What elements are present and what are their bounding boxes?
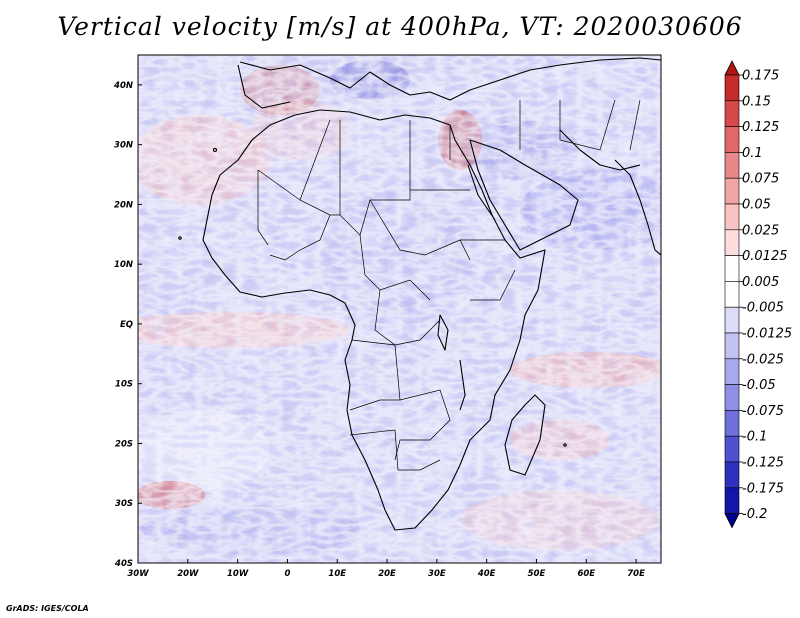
- colorbar-label: -0.1: [742, 430, 767, 445]
- lon-label-60e: 60E: [577, 569, 595, 579]
- colorbar-label: 0.175: [742, 69, 779, 84]
- colorbar-label: -0.005: [742, 301, 784, 316]
- coastlines: [178, 57, 661, 531]
- arabia-coastline: [469, 139, 579, 251]
- lon-label-20e: 20E: [378, 569, 396, 579]
- lon-label-20w: 20W: [177, 569, 199, 579]
- lat-label-40s: 40S: [114, 559, 133, 569]
- europe-coastline: [239, 57, 661, 101]
- colorbar-label: 0.15: [742, 94, 771, 109]
- madagascar-coastline: [504, 394, 546, 476]
- colorbar-label: -0.05: [742, 378, 776, 393]
- country-borders: [257, 99, 641, 471]
- colorbar-swatch: [724, 384, 740, 411]
- lon-label-30w: 30W: [127, 569, 149, 579]
- colorbar-swatch: [724, 177, 740, 205]
- colorbar-swatch: [724, 487, 740, 514]
- colorbar-label: 0.025: [742, 223, 779, 238]
- colorbar-swatch: [724, 435, 740, 463]
- colorbar-swatch: [724, 306, 740, 334]
- colorbar-swatch: [724, 281, 740, 308]
- lat-label-20s: 20S: [115, 439, 133, 449]
- lon-label-30e: 30E: [428, 569, 446, 579]
- colorbar-swatch: [724, 74, 740, 102]
- colorbar-label: 0.0125: [742, 249, 788, 264]
- colorbar-label: 0.1: [742, 146, 763, 161]
- grads-credit: GrADS: IGES/COLA: [6, 604, 89, 613]
- map-title: Vertical velocity [m/s] at 400hPa, VT: 2…: [57, 12, 743, 41]
- lat-label-20n: 20N: [114, 200, 133, 210]
- colorbar-swatch: [724, 100, 740, 127]
- plot-frame: [137, 54, 662, 564]
- colorbar-label: -0.2: [742, 507, 767, 522]
- lon-label-50e: 50E: [528, 569, 546, 579]
- longitude-axis: 30W 20W 10W 0 10E 20E 30E 40E 50E 60E 70E: [127, 559, 645, 579]
- colorbar-label: 0.005: [742, 275, 779, 290]
- colorbar-top-arrow: [724, 60, 740, 76]
- colorbar-swatch: [724, 332, 740, 360]
- colorbar-label: -0.175: [742, 481, 784, 496]
- colorbar-label: -0.075: [742, 404, 784, 419]
- lat-label-40n: 40N: [113, 81, 133, 91]
- latitude-axis: 40N 30N 20N 10N EQ 10S 20S 30S 40S: [113, 81, 142, 569]
- colorbar-label: 0.075: [742, 172, 779, 187]
- lat-label-30n: 30N: [114, 141, 133, 151]
- lon-label-40e: 40E: [477, 569, 496, 579]
- colorbar-swatch: [724, 461, 740, 489]
- india-coastline: [614, 159, 661, 256]
- lon-label-10w: 10W: [227, 569, 249, 579]
- colorbar-swatch: [724, 410, 740, 437]
- colorbar-bottom-arrow: [724, 513, 740, 529]
- colorbar-label: 0.125: [742, 120, 779, 135]
- colorbar-swatch: [724, 126, 740, 153]
- colorbar-label: -0.125: [742, 456, 784, 471]
- lon-label-0: 0: [284, 569, 290, 579]
- colorbar: 0.175 0.15 0.125 0.1 0.075 0.05 0.025 0.0125 0.0…: [724, 60, 792, 529]
- lat-label-eq: EQ: [120, 320, 133, 330]
- lat-label-10s: 10S: [115, 380, 133, 390]
- colorbar-swatch: [724, 203, 740, 231]
- colorbar-label: 0.05: [742, 198, 771, 213]
- lat-label-10n: 10N: [114, 260, 133, 270]
- vertical-velocity-field: [138, 55, 661, 563]
- lat-label-30s: 30S: [115, 499, 133, 509]
- lon-label-70e: 70E: [627, 569, 645, 579]
- colorbar-swatch: [724, 255, 740, 282]
- colorbar-label: -0.025: [742, 352, 784, 367]
- colorbar-swatch: [724, 358, 740, 385]
- lon-label-10e: 10E: [328, 569, 346, 579]
- colorbar-swatch: [724, 152, 740, 179]
- colorbar-swatch: [724, 229, 740, 256]
- colorbar-label: -0.0125: [742, 327, 792, 342]
- africa-coastline: [202, 109, 546, 531]
